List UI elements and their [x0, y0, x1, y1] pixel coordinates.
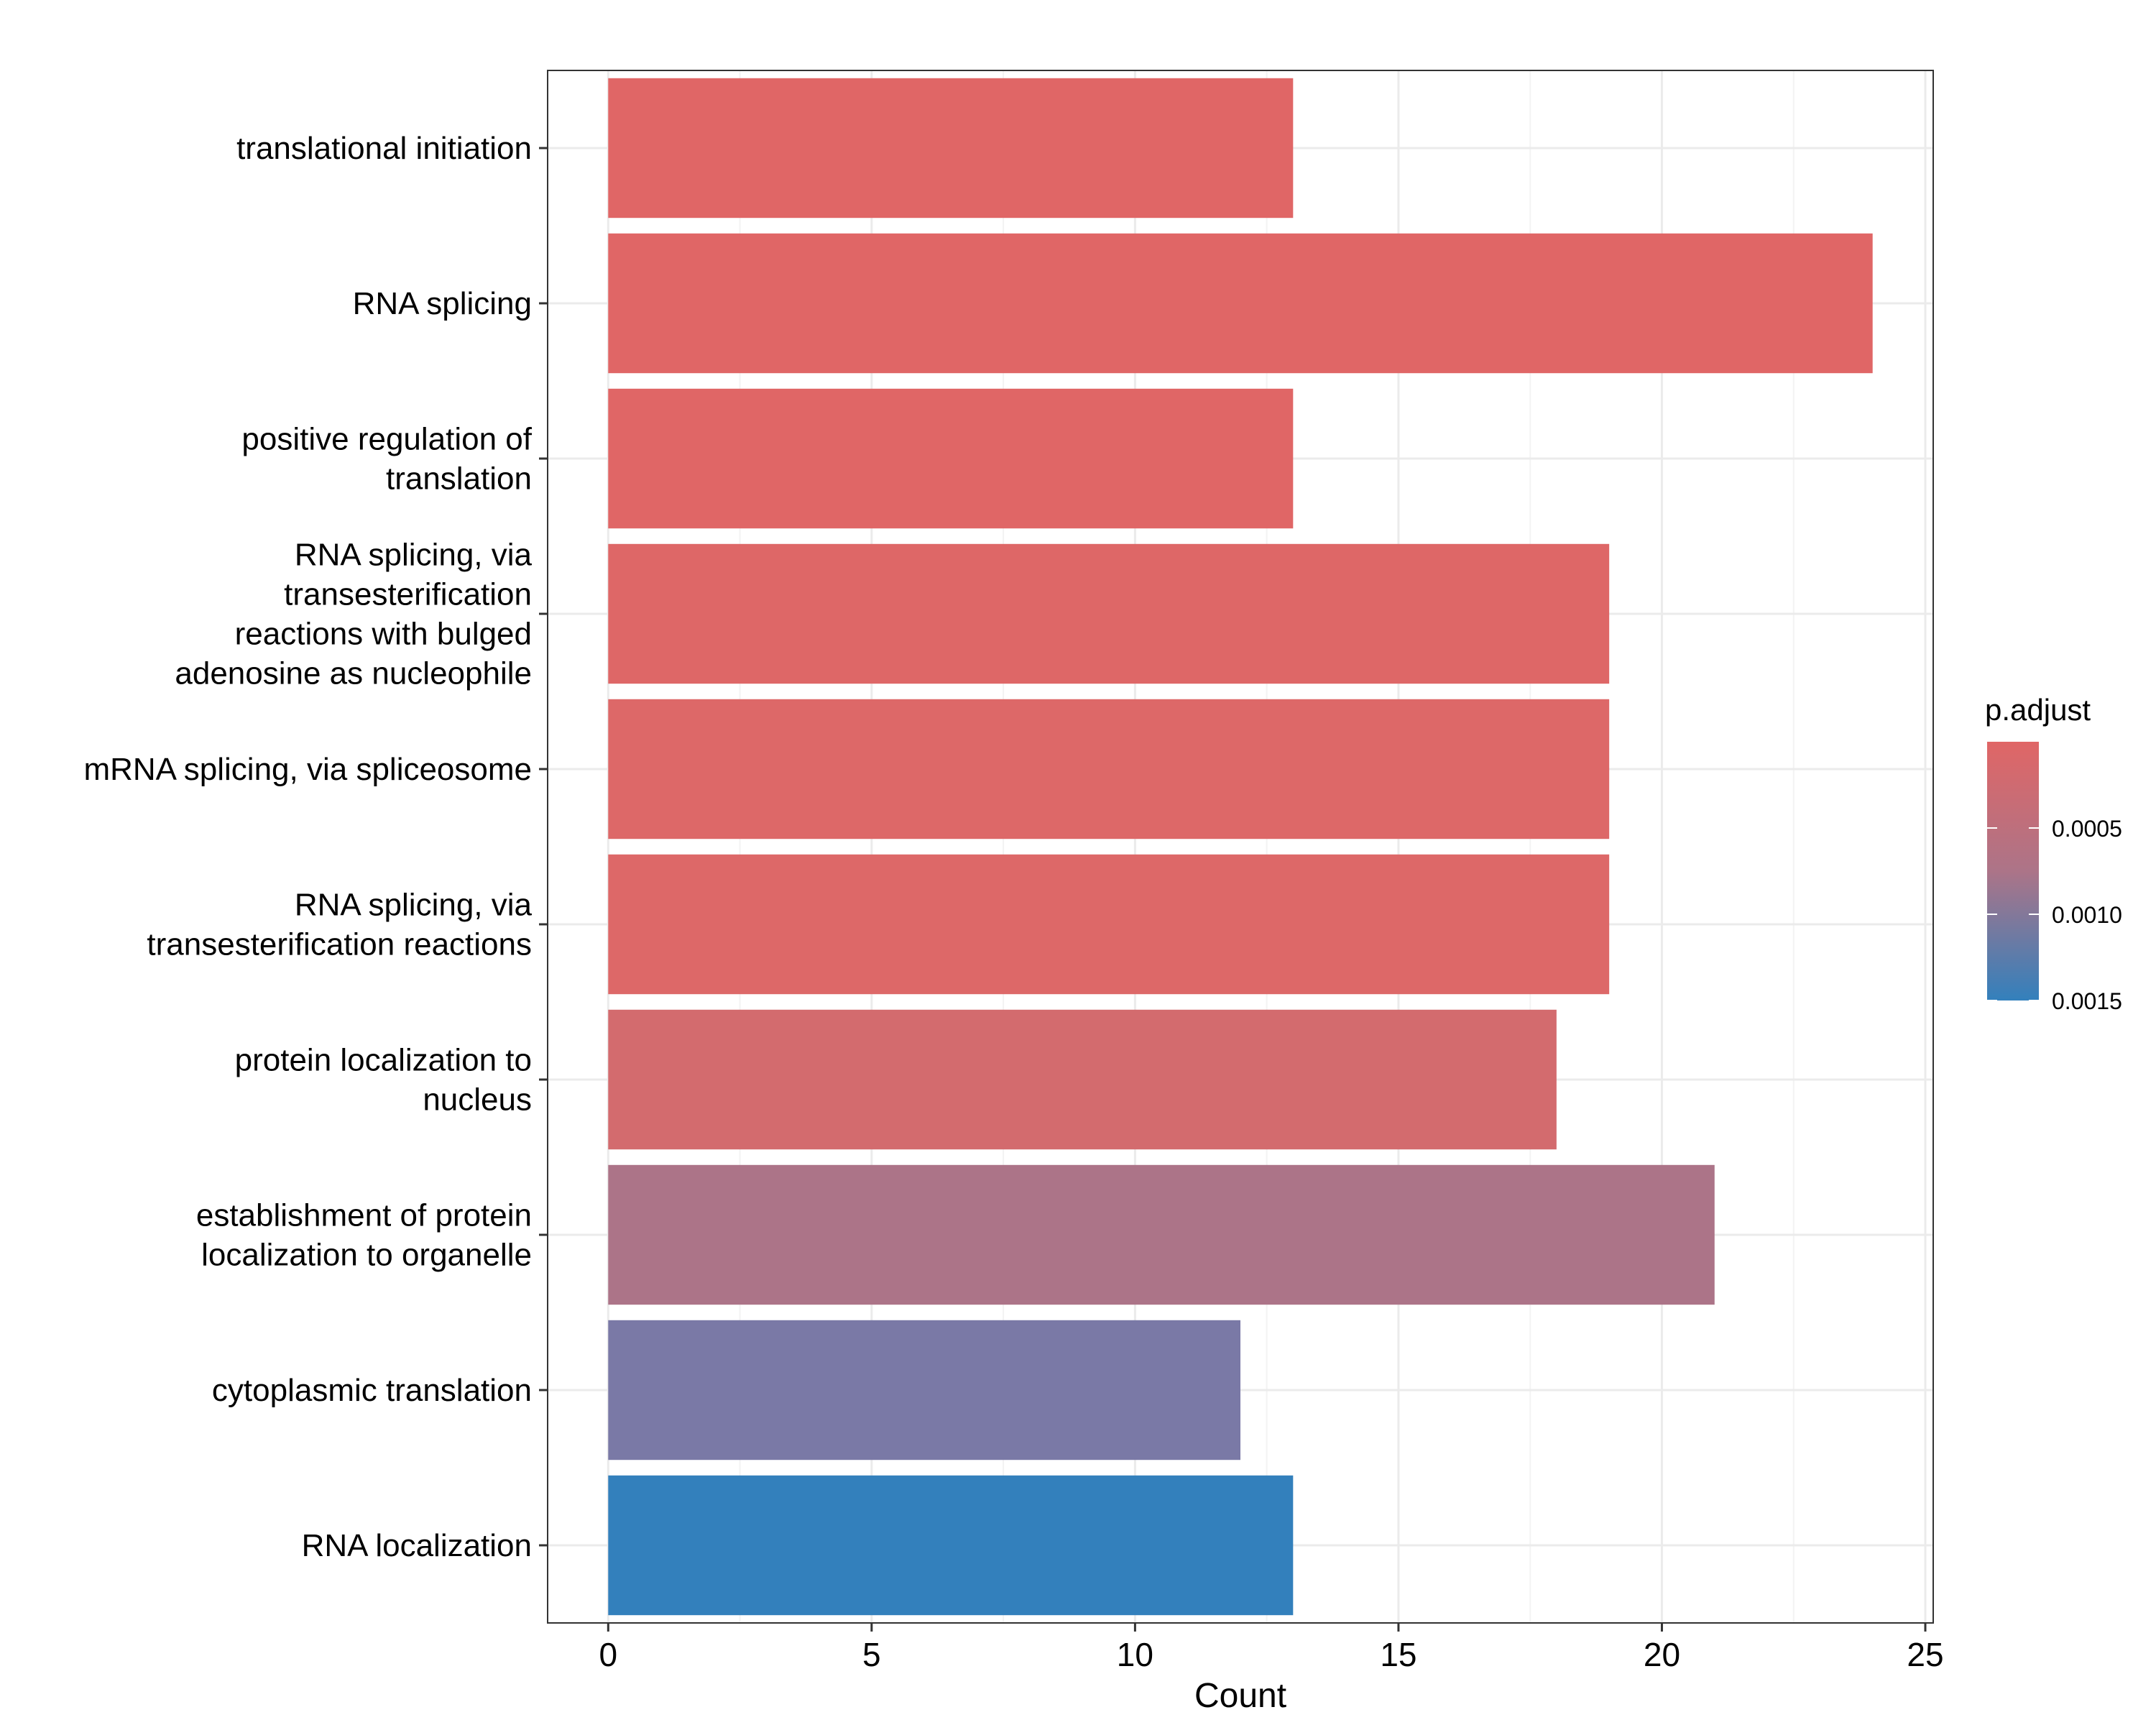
y-tick-label: establishment of protein localization to …: [196, 1198, 532, 1273]
legend-title: p.adjust: [1985, 693, 2091, 727]
x-tick-label: 5: [862, 1636, 881, 1673]
y-tick-label: RNA splicing, via transesterification reac…: [175, 538, 532, 691]
bar: [608, 1475, 1294, 1616]
legend: p.adjust 0.0005 0.0010 0.0015: [1985, 693, 2122, 1014]
bar: [608, 699, 1610, 840]
bar: [608, 854, 1610, 995]
y-tick-label: protein localization to nucleus: [235, 1043, 532, 1118]
x-tick-label: 0: [599, 1636, 618, 1673]
x-axis: 0 5 10 15 20 25: [599, 1623, 1944, 1673]
x-tick-label: 15: [1380, 1636, 1416, 1673]
bar: [608, 1009, 1557, 1150]
y-tick-label: RNA localization: [302, 1528, 532, 1563]
bars-layer: [608, 78, 1873, 1616]
y-tick-label: mRNA splicing, via spliceosome: [83, 752, 532, 787]
legend-tick-label: 0.0010: [2052, 902, 2122, 928]
y-tick-label: cytoplasmic translation: [212, 1373, 532, 1408]
y-tick-label: translational initiation: [236, 131, 532, 166]
bar: [608, 233, 1873, 374]
legend-colorbar: [1987, 742, 2039, 1000]
y-tick-label: positive regulation of translation: [241, 422, 532, 497]
x-axis-title: Count: [1194, 1677, 1286, 1715]
bar: [608, 1320, 1240, 1460]
x-tick-label: 10: [1117, 1636, 1153, 1673]
legend-ticks: 0.0005 0.0010 0.0015: [1987, 816, 2122, 1014]
legend-tick-label: 0.0005: [2052, 816, 2122, 842]
bar: [608, 78, 1294, 218]
x-tick-label: 20: [1644, 1636, 1680, 1673]
y-axis: translational initiation RNA splicing posi…: [83, 131, 548, 1563]
bar: [608, 543, 1610, 684]
bar: [608, 388, 1294, 529]
panel-border: [547, 70, 1934, 1624]
x-tick-label: 25: [1907, 1636, 1943, 1673]
y-tick-label: RNA splicing: [353, 286, 532, 321]
legend-tick-label: 0.0015: [2052, 988, 2122, 1014]
bar: [608, 1164, 1715, 1305]
y-tick-label: RNA splicing, via transesterification rea…: [147, 888, 532, 962]
